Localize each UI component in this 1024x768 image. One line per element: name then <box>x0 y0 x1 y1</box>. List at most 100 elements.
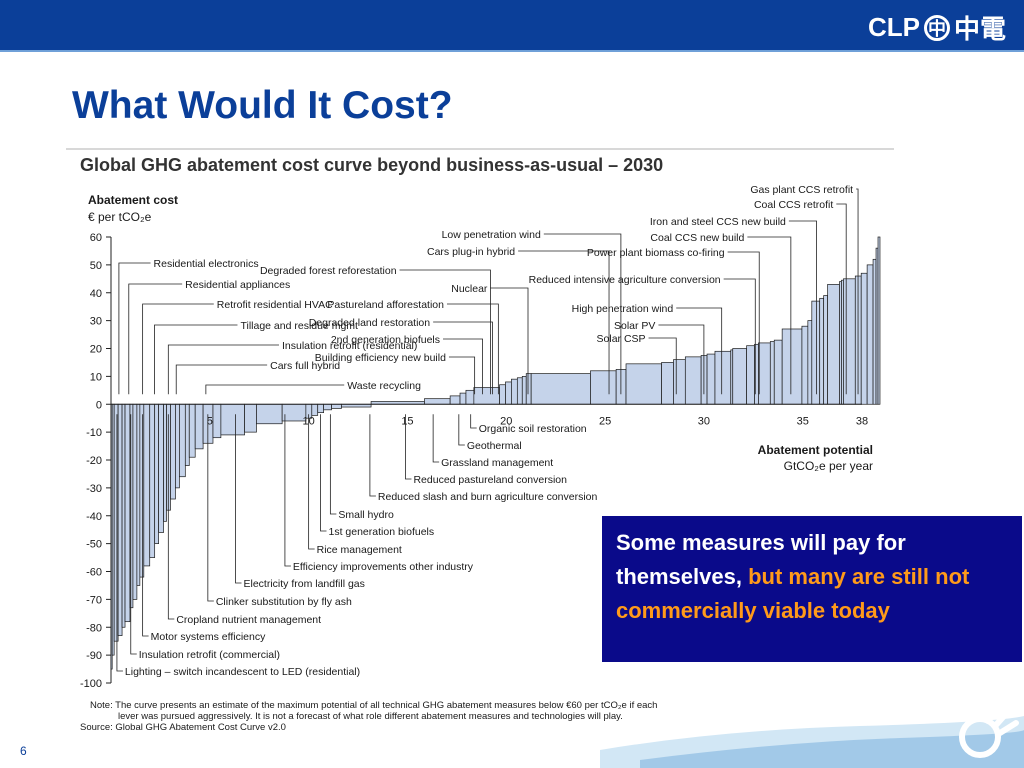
slide-title: What Would It Cost? <box>72 84 453 127</box>
x-tick-label: 5 <box>207 415 213 427</box>
chart-bar <box>661 362 674 405</box>
chart-note-line2: lever was pursued aggressively. It is no… <box>118 711 623 722</box>
chart-bar <box>811 300 821 405</box>
bar-label-bottom: Electricity from landfill gas <box>244 578 365 590</box>
bar-label-bottom: Cropland nutrient management <box>176 614 321 626</box>
chart-bar <box>773 339 783 405</box>
bar-label-top: Pastureland afforestation <box>327 299 444 311</box>
logo-mark-icon: 中 <box>923 14 950 41</box>
chart-bar <box>843 278 856 405</box>
bar-label-top: Waste recycling <box>347 380 421 392</box>
chart-bar <box>866 264 874 405</box>
label-leader-line <box>308 414 315 550</box>
label-leader-line <box>747 236 792 395</box>
label-leader-line <box>205 384 345 395</box>
chart-bar <box>521 376 527 405</box>
chart-bar <box>449 395 461 405</box>
y-axis-unit: € per tCO₂e <box>88 210 152 224</box>
chart-bar <box>819 297 825 405</box>
label-leader-line <box>727 251 760 395</box>
y-axis-label: Abatement cost <box>88 193 178 207</box>
chart-bar <box>194 403 204 450</box>
chart-bar <box>781 328 803 405</box>
bar-label-top: Cars full hybrid <box>270 360 340 372</box>
chart-bar <box>136 403 141 586</box>
x-axis-label: Abatement potential <box>758 443 873 457</box>
label-leader-line <box>329 414 337 515</box>
logo-chinese: 中電 <box>953 14 1006 44</box>
bar-label-top: Power plant biomass co-firing <box>587 247 725 259</box>
y-tick-label: 20 <box>90 344 102 356</box>
chart-bar <box>877 236 881 405</box>
bar-label-top: Low penetration wind <box>442 229 541 241</box>
bar-label-top: Degraded forest reforestation <box>260 265 397 277</box>
label-leader-line <box>648 337 677 395</box>
bar-label-top: Gas plant CCS retrofit <box>750 184 853 196</box>
chart-bar <box>149 403 156 558</box>
logo-text: CLP <box>867 12 920 42</box>
label-leader-line <box>448 356 476 395</box>
y-tick-label: 10 <box>90 371 102 383</box>
bar-label-top: Reduced intensive agriculture conversion <box>529 274 721 286</box>
chart-bar <box>139 403 145 578</box>
chart-bar <box>499 384 506 405</box>
chart-bar <box>714 350 732 405</box>
bar-label-top: Tillage and residue mgmt <box>240 320 358 332</box>
clp-logo: CLP 中 中電 <box>868 9 1006 46</box>
chart-bar <box>113 403 119 642</box>
chart-note-line1: Note: The curve presents an estimate of … <box>90 700 657 711</box>
chart-bar <box>124 403 131 623</box>
bar-label-bottom: Grassland management <box>441 457 553 469</box>
bar-label-bottom: Geothermal <box>467 440 522 452</box>
y-tick-label: -40 <box>86 511 102 523</box>
bar-label-top: Solar PV <box>614 320 655 332</box>
label-leader-line <box>443 338 483 395</box>
x-tick-label: 30 <box>698 415 710 427</box>
label-leader-line <box>432 414 440 463</box>
bar-label-bottom: Reduced slash and burn agriculture conve… <box>378 491 598 503</box>
chart-bar <box>746 345 755 405</box>
bar-label-top: Iron and steel CCS new build <box>650 216 786 228</box>
hand-gesture-icon <box>959 696 1019 758</box>
chart-bar <box>807 320 813 405</box>
chart-bar <box>827 284 840 405</box>
label-leader-line <box>856 188 859 395</box>
y-tick-label: -50 <box>86 539 102 551</box>
label-leader-line <box>142 414 149 637</box>
label-leader-line <box>490 287 529 395</box>
y-tick-label: -20 <box>86 455 102 467</box>
slide-number: 6 <box>20 744 27 758</box>
label-leader-line <box>446 303 499 395</box>
chart-bar <box>184 403 190 466</box>
chart-bar <box>872 258 877 405</box>
label-leader-line <box>405 414 412 480</box>
y-tick-label: -80 <box>86 622 102 634</box>
bar-label-bottom: Organic soil restoration <box>479 423 587 435</box>
label-leader-line <box>433 321 493 395</box>
y-tick-label: 0 <box>96 399 102 411</box>
chart-bar <box>323 403 332 411</box>
chart-bar <box>132 403 138 600</box>
chart-bar <box>516 377 523 405</box>
label-leader-line <box>154 324 238 395</box>
bar-label-bottom: Efficiency improvements other industry <box>293 561 474 573</box>
header-bar: CLP 中 中電 <box>0 0 1024 52</box>
label-leader-line <box>175 364 268 395</box>
bar-label-top: Coal CCS retrofit <box>754 199 833 211</box>
x-tick-label: 35 <box>797 415 809 427</box>
chart-source: Source: Global GHG Abatement Cost Curve … <box>80 722 286 733</box>
y-tick-label: 60 <box>90 232 102 244</box>
chart-bar <box>530 373 591 405</box>
chart-bar <box>158 403 164 533</box>
bar-label-bottom: Clinker substitution by fly ash <box>216 596 352 608</box>
bar-label-top: High penetration wind <box>572 303 674 315</box>
bar-label-bottom: Reduced pastureland conversion <box>413 474 567 486</box>
bar-label-top: Degraded land restoration <box>309 317 431 329</box>
y-tick-label: 50 <box>90 260 102 272</box>
y-tick-label: -90 <box>86 650 102 662</box>
chart-title-rule <box>66 148 894 150</box>
chart-bar <box>212 403 222 439</box>
chart-bar <box>823 295 828 405</box>
label-leader-line <box>130 414 137 655</box>
